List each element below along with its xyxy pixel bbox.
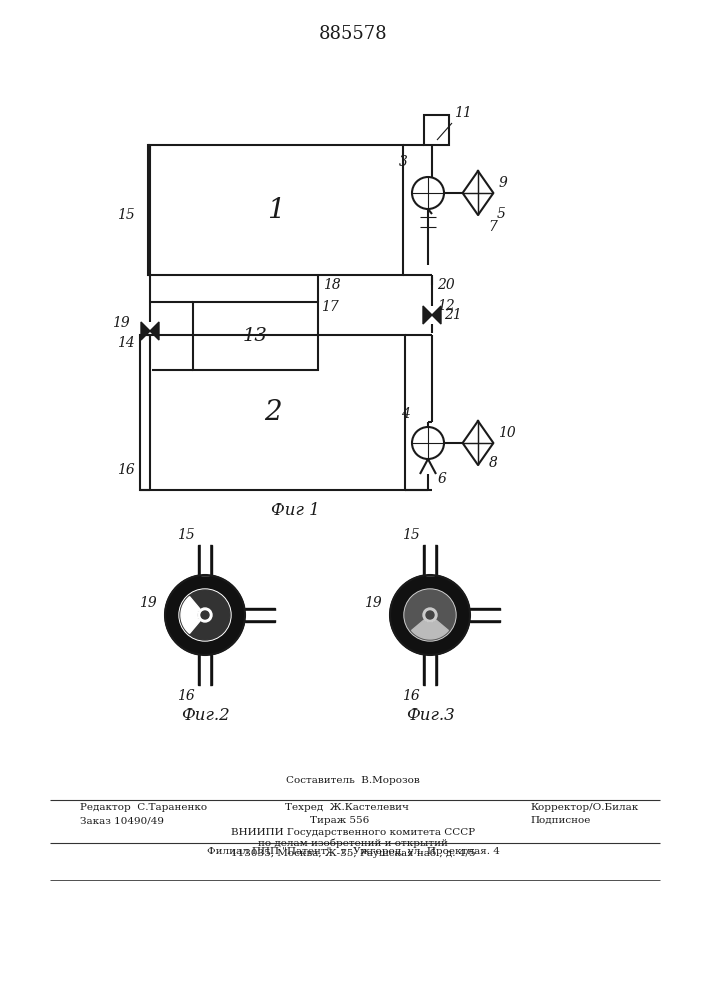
Text: ВНИИПИ Государственного комитета СССР: ВНИИПИ Государственного комитета СССР	[231, 828, 475, 837]
Circle shape	[165, 575, 245, 655]
Circle shape	[198, 608, 212, 622]
Text: Тираж 556: Тираж 556	[310, 816, 369, 825]
Bar	[470, 608, 500, 622]
Bar	[198, 655, 212, 685]
Bar	[201, 543, 209, 575]
Text: 15: 15	[117, 208, 135, 222]
Text: 17: 17	[321, 300, 339, 314]
Text: 10: 10	[498, 426, 516, 440]
Text: Заказ 10490/49: Заказ 10490/49	[80, 816, 164, 825]
Bar	[245, 608, 275, 622]
Text: 6: 6	[438, 472, 447, 486]
Text: Филиал ППП "Патент".  г. Ужгород, ул. Проектная. 4: Филиал ППП "Патент". г. Ужгород, ул. Про…	[206, 847, 499, 856]
Circle shape	[405, 590, 455, 640]
Circle shape	[201, 611, 209, 619]
Text: 16: 16	[402, 689, 420, 703]
Polygon shape	[423, 306, 432, 324]
Text: 885578: 885578	[319, 25, 387, 43]
Circle shape	[404, 589, 456, 641]
Bar	[148, 145, 403, 275]
Text: 15: 15	[177, 528, 195, 542]
Text: 1: 1	[267, 196, 284, 224]
Text: 16: 16	[177, 689, 195, 703]
Bar	[423, 655, 437, 685]
Text: 5: 5	[496, 207, 506, 221]
Bar	[198, 545, 212, 575]
Polygon shape	[432, 306, 441, 324]
Bar	[245, 611, 277, 619]
Text: Корректор/О.Билак: Корректор/О.Билак	[530, 803, 638, 812]
Text: Техред  Ж.Кастелевич: Техред Ж.Кастелевич	[285, 803, 409, 812]
Bar	[470, 611, 502, 619]
Bar	[426, 543, 434, 575]
Text: 16: 16	[117, 463, 135, 477]
Text: Фиг.2: Фиг.2	[180, 707, 229, 724]
Bar	[201, 655, 209, 687]
Text: Редактор  С.Тараненко: Редактор С.Тараненко	[80, 803, 207, 812]
Text: Подписное: Подписное	[530, 816, 590, 825]
Text: 21: 21	[444, 308, 462, 322]
Text: Фиг.3: Фиг.3	[406, 707, 455, 724]
Text: 12: 12	[437, 299, 455, 313]
Circle shape	[390, 575, 470, 655]
Bar	[426, 655, 434, 687]
Text: 113035, Москва, Ж-35, Раушская наб., д. 4/5: 113035, Москва, Ж-35, Раушская наб., д. …	[230, 848, 475, 857]
Text: 9: 9	[498, 176, 508, 190]
Text: по делам изобретений и открытий: по делам изобретений и открытий	[258, 838, 448, 848]
Circle shape	[179, 589, 231, 641]
Text: 8: 8	[489, 456, 497, 470]
Text: 18: 18	[323, 278, 341, 292]
Text: 14: 14	[117, 336, 135, 350]
Polygon shape	[411, 620, 448, 639]
Polygon shape	[150, 322, 159, 340]
Bar	[140, 335, 405, 490]
Polygon shape	[141, 322, 150, 340]
Text: 19: 19	[364, 596, 382, 610]
Text: 19: 19	[112, 316, 130, 330]
Text: 4: 4	[401, 407, 410, 421]
Text: 2: 2	[264, 399, 281, 426]
Text: 13: 13	[243, 327, 268, 345]
Text: 3: 3	[399, 155, 408, 169]
Circle shape	[426, 611, 434, 619]
Text: 20: 20	[437, 278, 455, 292]
Bar	[423, 545, 437, 575]
Bar	[424, 115, 449, 145]
Circle shape	[423, 608, 437, 622]
Text: 7: 7	[489, 220, 497, 234]
Polygon shape	[181, 597, 200, 633]
Text: Фиг 1: Фиг 1	[271, 502, 320, 519]
Text: 11: 11	[454, 106, 472, 120]
Circle shape	[180, 590, 230, 640]
Bar	[193, 302, 318, 370]
Text: Составитель  В.Морозов: Составитель В.Морозов	[286, 776, 420, 785]
Text: 19: 19	[139, 596, 157, 610]
Text: 15: 15	[402, 528, 420, 542]
